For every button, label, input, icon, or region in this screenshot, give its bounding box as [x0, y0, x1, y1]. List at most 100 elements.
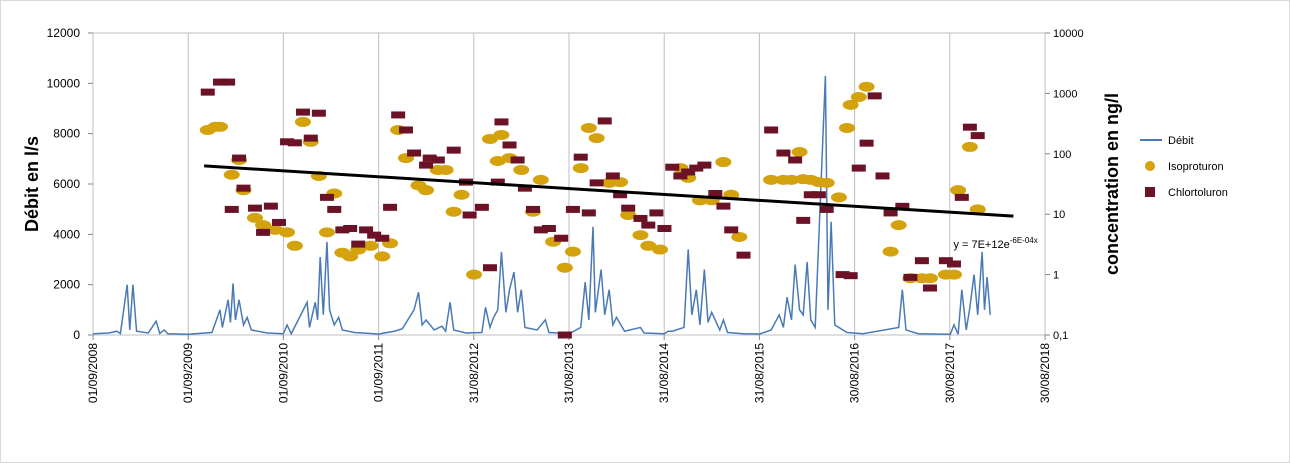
- data-point: [689, 164, 704, 172]
- data-point: [716, 202, 731, 210]
- data-point: [632, 230, 649, 241]
- data-point: [223, 169, 240, 180]
- data-point: [914, 257, 929, 265]
- data-point: [311, 109, 326, 117]
- data-point: [839, 122, 856, 133]
- data-point: [526, 205, 541, 213]
- data-point: [652, 244, 669, 255]
- data-point: [513, 164, 530, 175]
- data-point: [938, 257, 953, 265]
- x-tick-label: 31/08/2015: [752, 343, 766, 403]
- data-point: [621, 204, 636, 212]
- data-point: [494, 118, 509, 126]
- data-point: [556, 262, 573, 273]
- data-point: [200, 88, 215, 96]
- data-point: [359, 226, 374, 234]
- data-point: [954, 193, 969, 201]
- x-tick-label: 30/08/2017: [943, 343, 957, 403]
- data-point: [474, 203, 489, 211]
- data-point: [533, 226, 548, 234]
- data-point: [319, 193, 334, 201]
- data-point: [835, 271, 850, 279]
- data-point: [969, 204, 986, 215]
- data-point: [295, 108, 310, 116]
- data-point: [446, 146, 461, 154]
- legend-label: Chlortoluron: [1168, 187, 1228, 199]
- data-point: [279, 227, 296, 238]
- data-point: [407, 149, 422, 157]
- data-point: [327, 205, 342, 213]
- data-point: [697, 161, 712, 169]
- data-point: [882, 246, 899, 257]
- data-point: [418, 185, 435, 196]
- x-tick-label: 30/08/2018: [1038, 343, 1052, 403]
- data-line: [92, 75, 991, 336]
- data-point: [796, 216, 811, 224]
- data-point: [803, 191, 818, 199]
- data-point: [633, 214, 648, 222]
- data-point: [783, 174, 800, 185]
- data-point: [715, 157, 732, 168]
- x-tick-label: 01/09/2011: [372, 343, 386, 402]
- data-point: [946, 260, 961, 268]
- data-point: [502, 141, 517, 149]
- data-point: [903, 273, 918, 281]
- y-tick-label: 10000: [47, 76, 81, 90]
- data-point: [895, 202, 910, 210]
- data-point: [532, 174, 549, 185]
- data-point: [565, 205, 580, 213]
- data-point: [819, 205, 834, 213]
- data-point: [883, 209, 898, 217]
- y-tick-label: 8000: [53, 127, 80, 141]
- y2-tick-label: 1: [1053, 270, 1059, 282]
- data-point: [830, 192, 847, 203]
- data-point: [557, 331, 572, 339]
- data-point: [950, 185, 967, 196]
- data-point: [673, 172, 688, 180]
- data-point: [589, 179, 604, 187]
- data-point: [818, 177, 835, 188]
- data-point: [236, 184, 251, 192]
- data-point: [763, 174, 780, 185]
- data-point: [221, 78, 236, 86]
- data-point: [294, 116, 311, 127]
- legend-label: Isoproturon: [1168, 161, 1224, 173]
- trendline-exponent: -6E-04x: [1010, 236, 1038, 245]
- y-axis-title: Débit en l/s: [22, 136, 42, 232]
- data-point: [564, 246, 581, 257]
- data-point: [681, 168, 696, 176]
- data-point: [945, 269, 962, 280]
- x-tick-label: 31/08/2013: [562, 343, 576, 403]
- data-point: [541, 224, 556, 232]
- data-point: [367, 231, 382, 239]
- data-point: [859, 139, 874, 147]
- data-point: [851, 164, 866, 172]
- data-point: [788, 156, 803, 164]
- data-point: [419, 161, 434, 169]
- data-point: [922, 284, 937, 292]
- data-point: [573, 153, 588, 161]
- data-point: [620, 209, 637, 220]
- x-tick-label: 01/09/2009: [181, 343, 195, 403]
- data-point: [482, 264, 497, 272]
- data-point: [708, 190, 723, 198]
- data-point: [430, 156, 445, 164]
- data-point: [517, 184, 532, 192]
- y2-tick-label: 10: [1053, 209, 1065, 221]
- data-point: [605, 172, 620, 180]
- data-point: [343, 224, 358, 232]
- data-point: [232, 154, 247, 162]
- data-point: [256, 228, 271, 236]
- y2-tick-label: 10000: [1053, 28, 1084, 40]
- data-point: [843, 272, 858, 280]
- y2-tick-label: 100: [1053, 149, 1071, 161]
- data-point: [493, 129, 510, 140]
- data-point: [597, 117, 612, 125]
- data-point: [867, 92, 882, 100]
- data-point: [921, 273, 938, 284]
- legend-swatch: [1145, 161, 1155, 171]
- y2-axis-title: concentration en ng/l: [1102, 93, 1122, 275]
- y-tick-label: 6000: [53, 177, 80, 191]
- data-point: [271, 218, 286, 226]
- y-tick-label: 12000: [47, 26, 81, 40]
